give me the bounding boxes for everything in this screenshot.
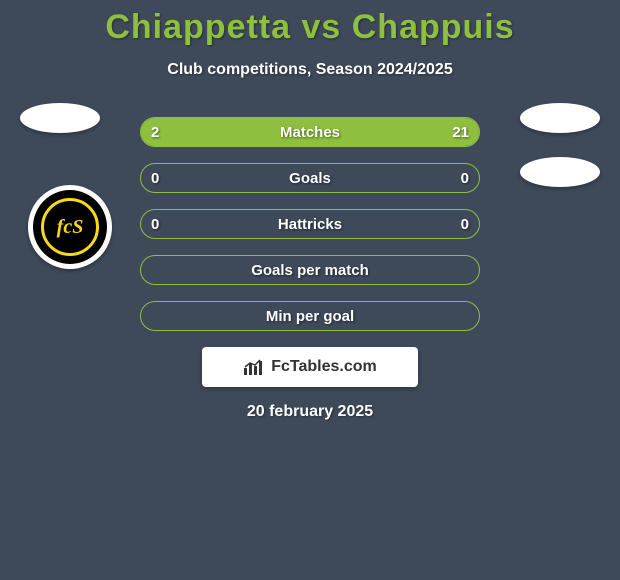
stat-value-right: 0 (461, 210, 469, 238)
subtitle: Club competitions, Season 2024/2025 (0, 61, 620, 79)
comparison-title: Chiappetta vs Chappuis (0, 0, 620, 47)
stat-label: Min per goal (141, 302, 479, 330)
stat-value-right: 21 (452, 118, 469, 146)
brand-box[interactable]: FcTables.com (202, 347, 418, 387)
stats-area: fcS 2 Matches 21 0 Goals 0 0 Hattricks 0… (0, 117, 620, 421)
stat-row-hattricks: 0 Hattricks 0 (140, 209, 480, 239)
club-badge-left: fcS (28, 185, 112, 269)
stat-value-right: 0 (461, 164, 469, 192)
stat-row-goals: 0 Goals 0 (140, 163, 480, 193)
stat-label: Goals per match (141, 256, 479, 284)
stat-row-min-per-goal: Min per goal (140, 301, 480, 331)
stat-row-matches: 2 Matches 21 (140, 117, 480, 147)
stat-label: Hattricks (141, 210, 479, 238)
player-placeholder-right-2 (520, 157, 600, 187)
stat-label: Goals (141, 164, 479, 192)
player-placeholder-left (20, 103, 100, 133)
bar-chart-icon (243, 358, 265, 376)
brand-text: FcTables.com (271, 358, 377, 376)
player-placeholder-right-1 (520, 103, 600, 133)
club-badge-text: fcS (41, 198, 99, 256)
date-line: 20 february 2025 (0, 403, 620, 421)
stat-label: Matches (141, 118, 479, 146)
stat-row-goals-per-match: Goals per match (140, 255, 480, 285)
